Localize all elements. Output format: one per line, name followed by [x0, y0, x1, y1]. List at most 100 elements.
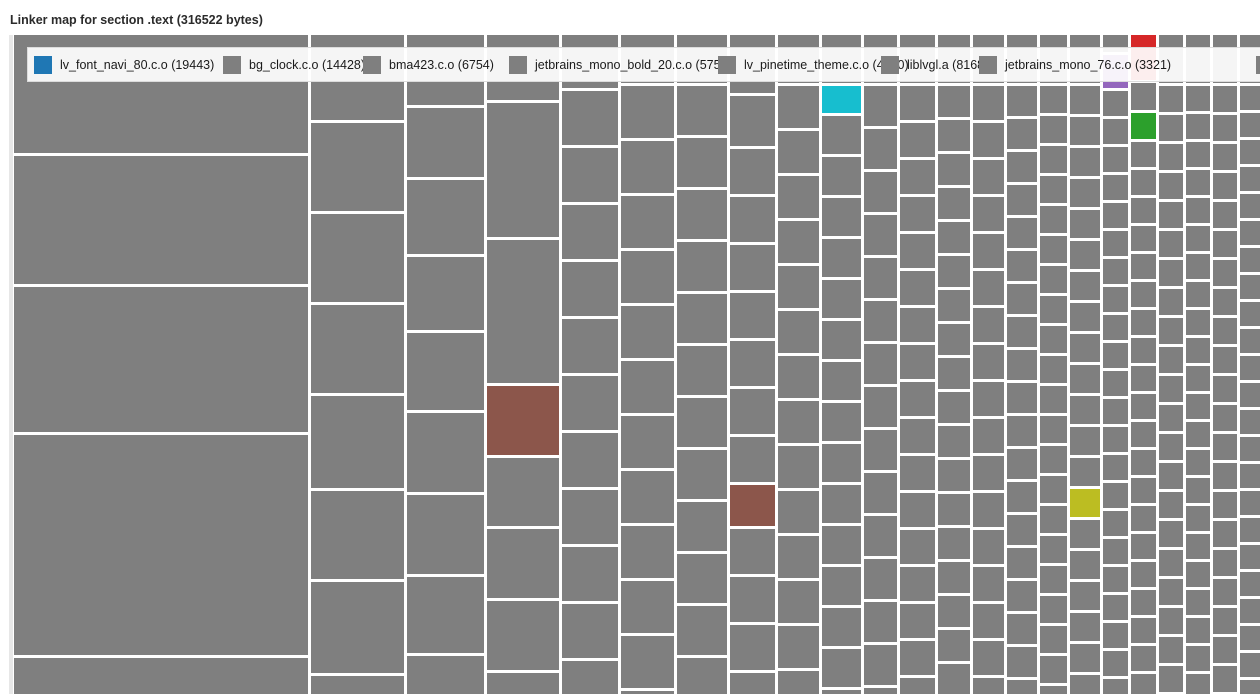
- treemap-cell[interactable]: [1213, 434, 1237, 460]
- treemap-cell[interactable]: [1007, 284, 1037, 314]
- treemap-cell[interactable]: [487, 673, 559, 694]
- treemap-cell[interactable]: [1040, 476, 1067, 503]
- treemap-cell[interactable]: [311, 123, 404, 211]
- treemap-cell[interactable]: [562, 262, 618, 316]
- treemap-cell[interactable]: [1159, 376, 1183, 402]
- treemap-cell[interactable]: [14, 287, 308, 432]
- treemap-cell[interactable]: [562, 604, 618, 658]
- treemap-cell[interactable]: [1131, 674, 1156, 694]
- treemap-cell[interactable]: [621, 86, 674, 138]
- treemap-cell[interactable]: [1103, 539, 1128, 564]
- treemap-cell[interactable]: [1070, 396, 1100, 424]
- treemap-cell[interactable]: [1070, 241, 1100, 269]
- treemap-cell[interactable]: [1240, 194, 1260, 218]
- treemap-cell[interactable]: [938, 596, 970, 627]
- treemap-cell[interactable]: [562, 319, 618, 373]
- treemap-cell[interactable]: [621, 636, 674, 688]
- treemap-cell[interactable]: [822, 157, 861, 195]
- treemap-cell[interactable]: [778, 221, 819, 263]
- treemap-cell[interactable]: [1159, 666, 1183, 692]
- treemap-cell[interactable]: [1159, 492, 1183, 518]
- treemap-cell[interactable]: [778, 581, 819, 623]
- treemap-cell[interactable]: [1186, 114, 1210, 139]
- treemap-cell[interactable]: [1240, 410, 1260, 434]
- treemap-cell[interactable]: [487, 386, 559, 455]
- treemap-cell[interactable]: [900, 641, 935, 675]
- treemap-cell[interactable]: [1103, 511, 1128, 536]
- treemap-cell[interactable]: [822, 116, 861, 154]
- treemap-cell[interactable]: [973, 308, 1004, 342]
- treemap-cell[interactable]: [730, 245, 775, 290]
- treemap-cell[interactable]: [621, 581, 674, 633]
- treemap-cell[interactable]: [1186, 478, 1210, 503]
- treemap-cell[interactable]: [822, 86, 861, 113]
- treemap-cell[interactable]: [938, 528, 970, 559]
- treemap-cell[interactable]: [900, 123, 935, 157]
- treemap-cell[interactable]: [1070, 365, 1100, 393]
- treemap-cell[interactable]: [938, 630, 970, 661]
- treemap-cell[interactable]: [864, 258, 897, 298]
- treemap-cell[interactable]: [407, 656, 484, 694]
- treemap-cell[interactable]: [1131, 282, 1156, 307]
- treemap-cell[interactable]: [1131, 422, 1156, 447]
- treemap-cell[interactable]: [1103, 315, 1128, 340]
- treemap-cell[interactable]: [1103, 483, 1128, 508]
- treemap-cell[interactable]: [1240, 518, 1260, 542]
- treemap-cell[interactable]: [677, 554, 727, 603]
- treemap-cell[interactable]: [730, 529, 775, 574]
- treemap-cell[interactable]: [1213, 463, 1237, 489]
- treemap-cell[interactable]: [973, 271, 1004, 305]
- treemap-cell[interactable]: [938, 86, 970, 117]
- treemap-cell[interactable]: [822, 608, 861, 646]
- treemap-cell[interactable]: [822, 239, 861, 277]
- treemap-cell[interactable]: [938, 222, 970, 253]
- treemap-cell[interactable]: [1007, 119, 1037, 149]
- treemap-cell[interactable]: [1213, 608, 1237, 634]
- treemap-cell[interactable]: [822, 649, 861, 687]
- treemap-cell[interactable]: [1213, 202, 1237, 228]
- treemap-cell[interactable]: [1131, 590, 1156, 615]
- treemap-cell[interactable]: [1159, 318, 1183, 344]
- treemap-cell[interactable]: [562, 547, 618, 601]
- treemap-cell[interactable]: [1240, 572, 1260, 596]
- treemap-cell[interactable]: [621, 691, 674, 694]
- treemap-cell[interactable]: [938, 120, 970, 151]
- treemap-cell[interactable]: [1103, 119, 1128, 144]
- treemap-cell[interactable]: [677, 606, 727, 655]
- treemap-cell[interactable]: [1070, 675, 1100, 694]
- treemap-cell[interactable]: [677, 242, 727, 291]
- treemap-cell[interactable]: [900, 86, 935, 120]
- treemap-cell[interactable]: [822, 526, 861, 564]
- treemap-cell[interactable]: [1240, 599, 1260, 623]
- treemap-cell[interactable]: [1159, 115, 1183, 141]
- treemap-cell[interactable]: [822, 198, 861, 236]
- treemap-cell[interactable]: [900, 567, 935, 601]
- treemap-cell[interactable]: [1240, 86, 1260, 110]
- treemap-cell[interactable]: [1159, 144, 1183, 170]
- treemap-cell[interactable]: [311, 214, 404, 302]
- treemap-cell[interactable]: [677, 138, 727, 187]
- treemap-cell[interactable]: [1159, 231, 1183, 257]
- treemap-cell[interactable]: [864, 172, 897, 212]
- treemap-cell[interactable]: [730, 625, 775, 670]
- treemap-cell[interactable]: [311, 491, 404, 579]
- treemap-cell[interactable]: [1131, 83, 1156, 110]
- treemap-cell[interactable]: [822, 321, 861, 359]
- treemap-cell[interactable]: [938, 460, 970, 491]
- treemap-cell[interactable]: [938, 188, 970, 219]
- treemap-cell[interactable]: [1159, 608, 1183, 634]
- treemap-cell[interactable]: [973, 493, 1004, 527]
- treemap-cell[interactable]: [1070, 334, 1100, 362]
- treemap-cell[interactable]: [1070, 179, 1100, 207]
- treemap-cell[interactable]: [864, 602, 897, 642]
- treemap-cell[interactable]: [407, 257, 484, 330]
- treemap-cell[interactable]: [1159, 347, 1183, 373]
- treemap-cell[interactable]: [1159, 434, 1183, 460]
- treemap-cell[interactable]: [938, 256, 970, 287]
- treemap-cell[interactable]: [1186, 674, 1210, 694]
- treemap-cell[interactable]: [1007, 482, 1037, 512]
- treemap-cell[interactable]: [1103, 679, 1128, 694]
- treemap-cell[interactable]: [1070, 520, 1100, 548]
- treemap-cell[interactable]: [778, 446, 819, 488]
- treemap-cell[interactable]: [407, 495, 484, 574]
